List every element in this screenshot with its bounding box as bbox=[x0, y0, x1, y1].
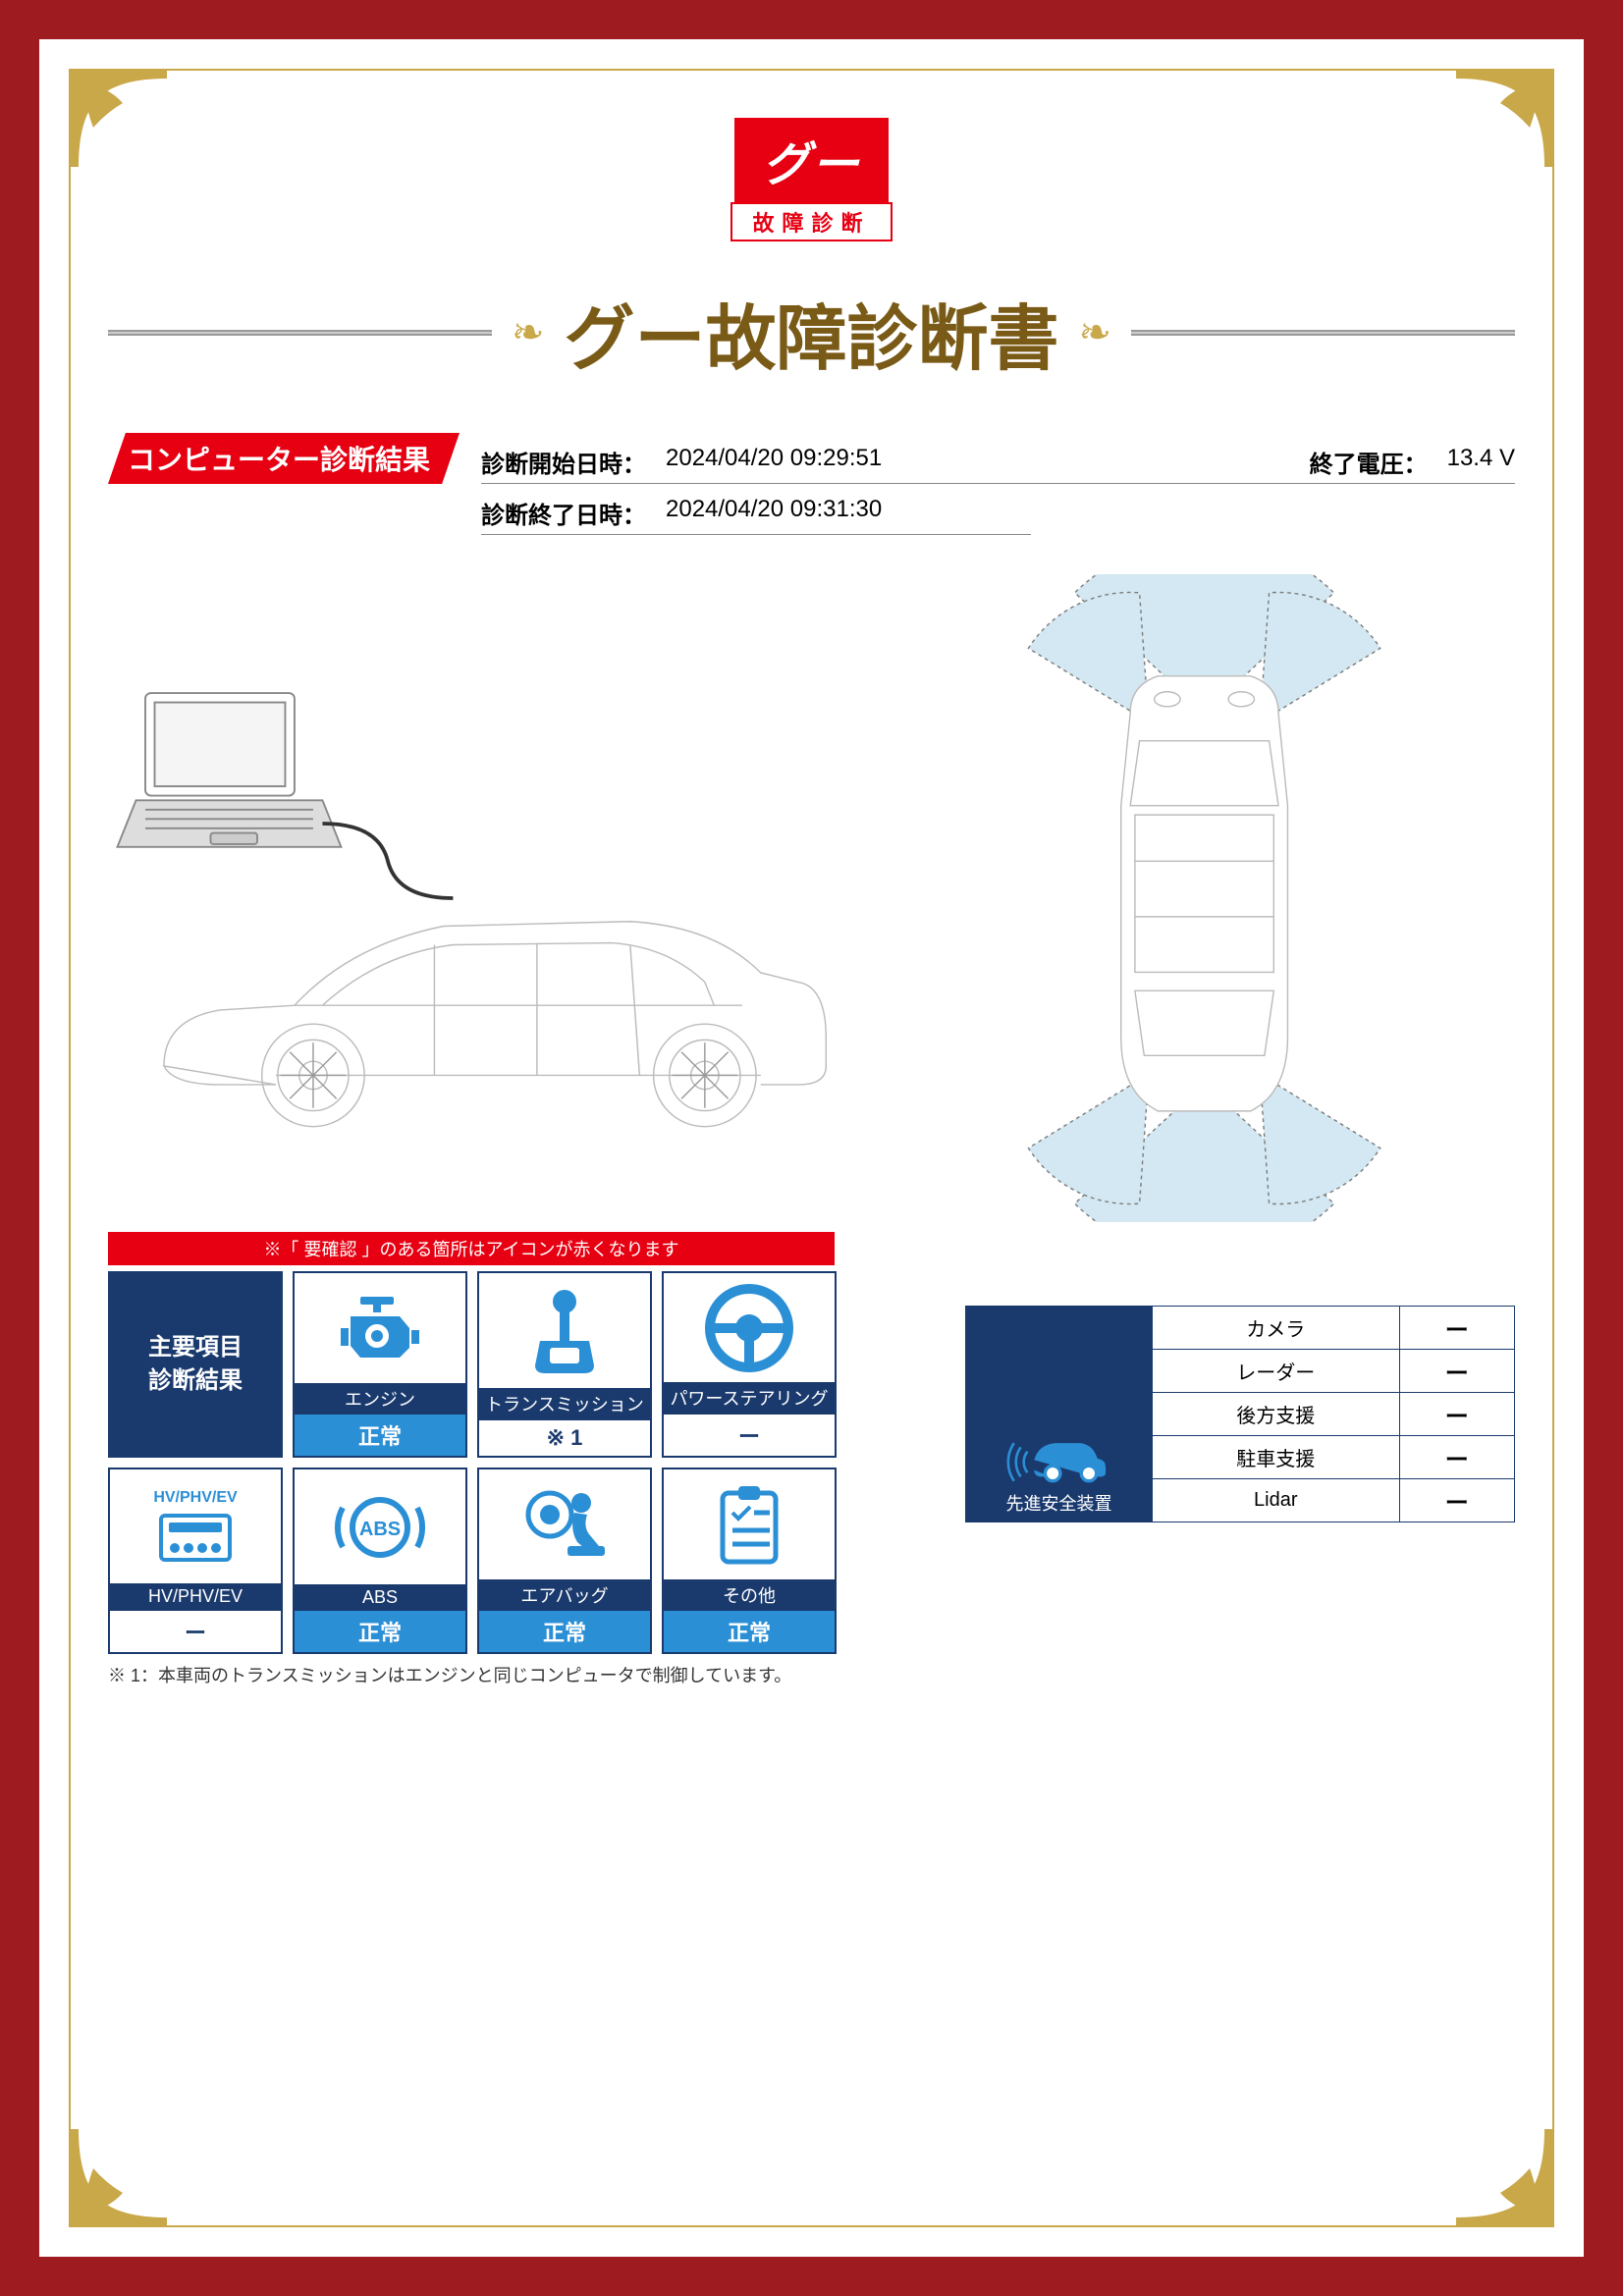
tile-other: その他 正常 bbox=[662, 1468, 837, 1654]
title-row: ❧ グー故障診断書 ❧ bbox=[108, 281, 1515, 384]
safety-row-value: ー bbox=[1399, 1436, 1514, 1479]
info-row-2: 診断終了日時： 2024/04/20 09:31:30 bbox=[481, 496, 1031, 535]
safety-row-value: ー bbox=[1399, 1350, 1514, 1393]
safety-row-label: Lidar bbox=[1153, 1479, 1400, 1522]
brand-logo: グー bbox=[734, 118, 888, 202]
airbag-icon bbox=[479, 1469, 650, 1579]
steering-icon bbox=[664, 1273, 835, 1382]
safety-row-label: レーダー bbox=[1153, 1350, 1400, 1393]
car-top-diagram bbox=[893, 574, 1515, 1222]
info-row-1: 診断開始日時： 2024/04/20 09:29:51 終了電圧： 13.4 V bbox=[481, 445, 1515, 484]
red-banner: ※「 要確認 」のある箇所はアイコンが赤くなります bbox=[108, 1232, 835, 1265]
tile-hvphvev: HV/PHV/EV HV/PHV/EV ー bbox=[108, 1468, 283, 1654]
page-title: グー故障診断書 bbox=[565, 281, 1059, 384]
tile-label: トランスミッション bbox=[479, 1388, 650, 1419]
tile-label: その他 bbox=[664, 1579, 835, 1611]
svg-text:ABS: ABS bbox=[359, 1519, 401, 1540]
title-line-left bbox=[108, 330, 492, 336]
end-label: 診断終了日時： bbox=[481, 496, 646, 530]
grid-header-tile: 主要項目 診断結果 bbox=[108, 1271, 283, 1458]
tile-status: 正常 bbox=[295, 1415, 465, 1456]
tile-engine: エンジン 正常 bbox=[293, 1271, 467, 1458]
tile-airbag: エアバッグ 正常 bbox=[477, 1468, 652, 1654]
tile-status: 正常 bbox=[664, 1611, 835, 1652]
safety-row-label: 駐車支援 bbox=[1153, 1436, 1400, 1479]
brand-sub: 故障診断 bbox=[730, 202, 892, 241]
safety-side-label: 先進安全装置 bbox=[966, 1307, 1153, 1522]
clipboard-icon bbox=[664, 1469, 835, 1579]
transmission-icon bbox=[479, 1273, 650, 1388]
title-line-right bbox=[1131, 330, 1515, 336]
voltage-value: 13.4 V bbox=[1447, 445, 1515, 479]
voltage-label: 終了電圧： bbox=[1310, 445, 1428, 479]
tile-label: エンジン bbox=[295, 1383, 465, 1415]
tile-status: 正常 bbox=[295, 1611, 465, 1652]
diagram-area bbox=[108, 574, 1515, 1222]
ev-top-text: HV/PHV/EV bbox=[153, 1489, 237, 1507]
tile-label: ABS bbox=[295, 1584, 465, 1611]
tile-status: ※ 1 bbox=[479, 1419, 650, 1456]
content-area: グー 故障診断 ❧ グー故障診断書 ❧ コンピューター診断結果 診断開始日時： … bbox=[108, 108, 1515, 2188]
start-label: 診断開始日時： bbox=[481, 445, 646, 479]
footnote: ※ 1：本車両のトランスミッションはエンジンと同じコンピュータで制御しています。 bbox=[108, 1662, 1515, 1687]
tile-status: ー bbox=[664, 1414, 835, 1456]
tile-power-steering: パワーステアリング ー bbox=[662, 1271, 837, 1458]
tile-label: HV/PHV/EV bbox=[110, 1583, 281, 1610]
flourish-right-icon: ❧ bbox=[1079, 310, 1112, 355]
tile-transmission: トランスミッション ※ 1 bbox=[477, 1271, 652, 1458]
abs-icon: ABS bbox=[295, 1469, 465, 1584]
safety-row-value: ー bbox=[1399, 1393, 1514, 1436]
logo-block: グー 故障診断 bbox=[108, 118, 1515, 241]
tile-label: パワーステアリング bbox=[664, 1382, 835, 1414]
grid-header-text: 主要項目 診断結果 bbox=[148, 1331, 243, 1397]
safety-row-label: 後方支援 bbox=[1153, 1393, 1400, 1436]
engine-icon bbox=[295, 1273, 465, 1383]
tile-abs: ABS ABS 正常 bbox=[293, 1468, 467, 1654]
car-side-diagram bbox=[108, 574, 854, 1222]
tile-label: エアバッグ bbox=[479, 1579, 650, 1611]
diagnosis-grid: 主要項目 診断結果 エンジン 正常 トランスミッション ※ 1 パワーステアリン… bbox=[108, 1271, 835, 1654]
safety-table: 先進安全装置 カメラ ー レーダー ー 後方支援 ー 駐車支援 ー Lidar … bbox=[965, 1306, 1515, 1522]
safety-row-value: ー bbox=[1399, 1307, 1514, 1350]
tile-status: 正常 bbox=[479, 1611, 650, 1652]
end-value: 2024/04/20 09:31:30 bbox=[666, 496, 882, 530]
flourish-left-icon: ❧ bbox=[512, 310, 545, 355]
safety-row-value: ー bbox=[1399, 1479, 1514, 1522]
start-value: 2024/04/20 09:29:51 bbox=[666, 445, 882, 479]
car-sensor-icon bbox=[978, 1426, 1140, 1490]
section-badge: コンピューター診断結果 bbox=[108, 433, 460, 484]
ev-icon: HV/PHV/EV bbox=[110, 1469, 281, 1583]
tile-status: ー bbox=[110, 1610, 281, 1652]
safety-row-label: カメラ bbox=[1153, 1307, 1400, 1350]
